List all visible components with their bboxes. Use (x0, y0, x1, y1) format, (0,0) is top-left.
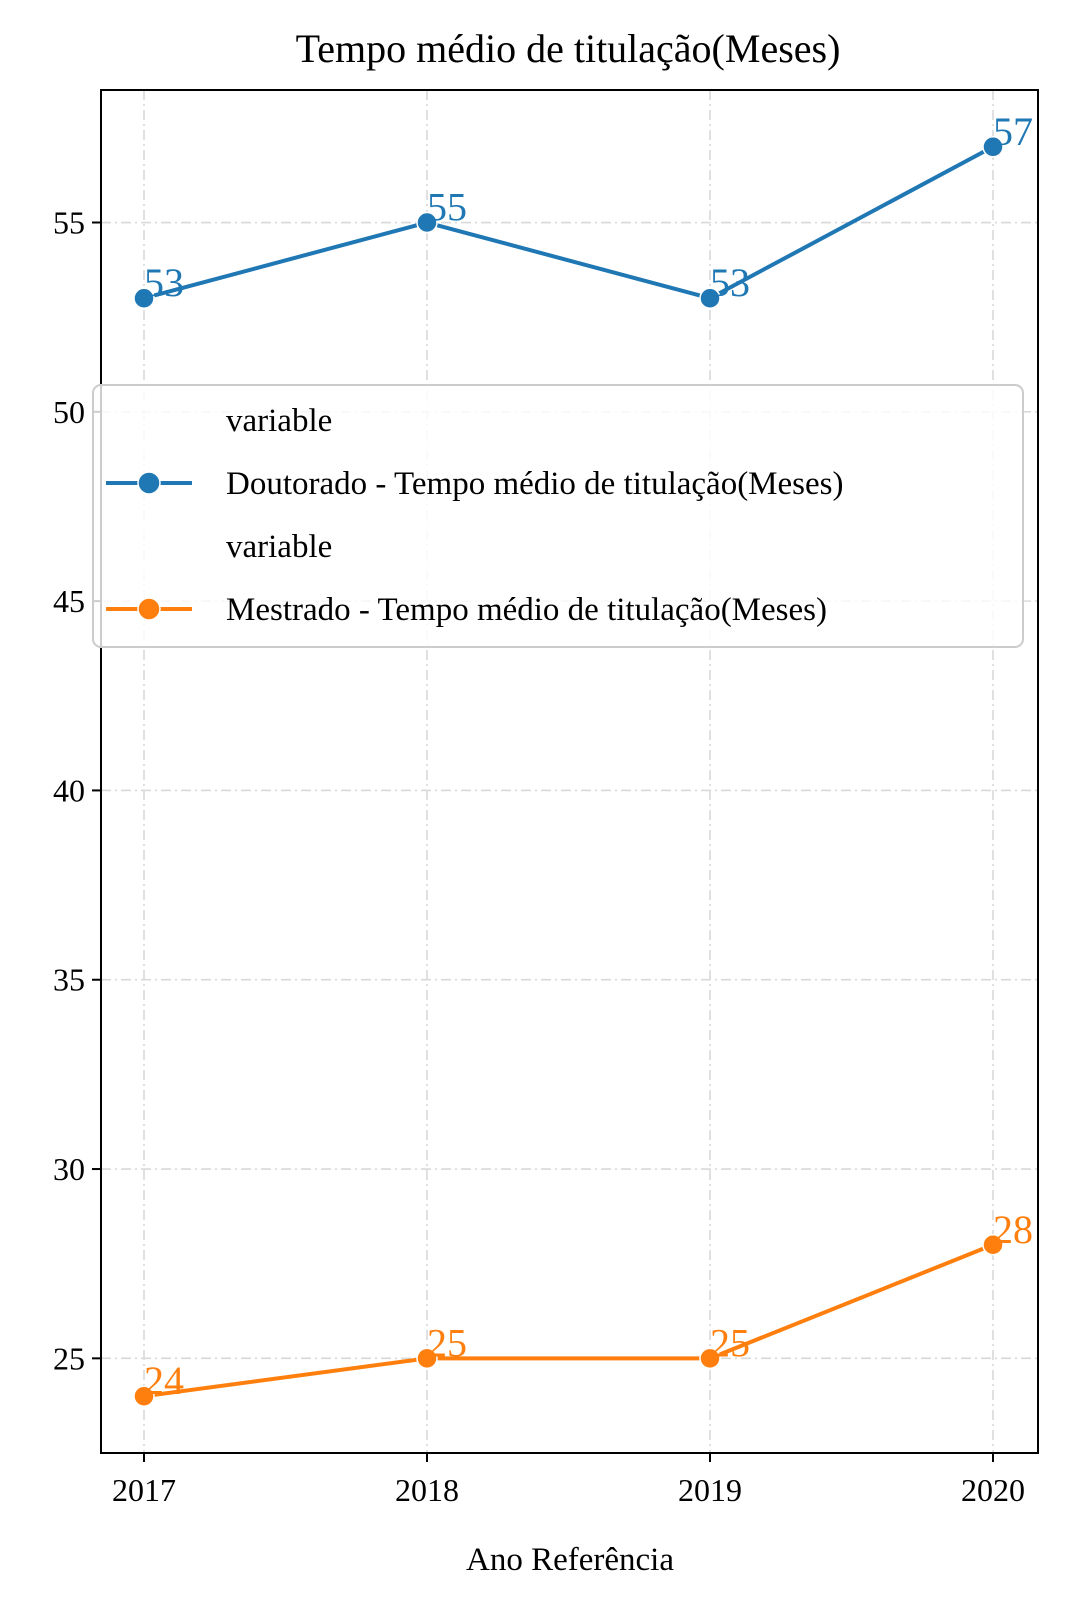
x-tick-label: 2019 (678, 1472, 742, 1508)
series-line (142, 1242, 995, 1399)
data-label: 24 (144, 1358, 184, 1403)
y-tick-label: 40 (53, 772, 85, 808)
y-tick-label: 50 (53, 394, 85, 430)
series-mestrado: 24 25 25 28 (133, 1207, 1033, 1407)
legend-header: variable (226, 403, 332, 439)
data-point (133, 287, 155, 309)
legend-entry-label: Doutorado - Tempo médio de titulação(Mes… (226, 466, 844, 502)
chart-title: Tempo médio de titulação(Meses) (296, 26, 841, 71)
legend-marker (137, 597, 161, 621)
data-point (133, 1385, 155, 1407)
y-tick-label: 30 (53, 1151, 85, 1187)
y-tick-label: 35 (53, 962, 85, 998)
axes: 2017 2018 2019 2020 25 30 35 40 45 50 55 (53, 205, 1025, 1508)
data-label: 28 (993, 1207, 1033, 1252)
x-tick-label: 2018 (395, 1472, 459, 1508)
y-tick-label: 55 (53, 205, 85, 241)
data-label: 57 (993, 109, 1033, 154)
x-axis-title: Ano Referência (466, 1542, 674, 1578)
y-tick-label: 25 (53, 1340, 85, 1376)
series-layer: 53 55 53 57 24 25 25 28 (133, 109, 1033, 1407)
data-label: 53 (144, 260, 184, 305)
data-point (982, 136, 1004, 158)
data-point (982, 1234, 1004, 1256)
data-point (699, 287, 721, 309)
data-label: 25 (710, 1320, 750, 1365)
legend-header: variable (226, 529, 332, 565)
legend-marker (137, 471, 161, 495)
legend-entry-label: Mestrado - Tempo médio de titulação(Mese… (226, 592, 827, 628)
series-line (142, 144, 995, 301)
data-label: 55 (427, 185, 467, 230)
series-doutorado: 53 55 53 57 (133, 109, 1033, 309)
data-point (416, 1347, 438, 1370)
x-tick-label: 2017 (112, 1472, 176, 1508)
grid (101, 90, 1038, 1453)
data-label: 53 (710, 260, 750, 305)
x-tick-label: 2020 (961, 1472, 1025, 1508)
data-point (699, 1347, 721, 1370)
data-point (416, 211, 438, 234)
y-tick-label: 45 (53, 583, 85, 619)
data-label: 25 (427, 1320, 467, 1365)
legend-box (92, 384, 1024, 648)
plot-frame (100, 89, 1039, 1454)
legend: variable Doutorado - Tempo médio de titul… (92, 384, 1024, 648)
